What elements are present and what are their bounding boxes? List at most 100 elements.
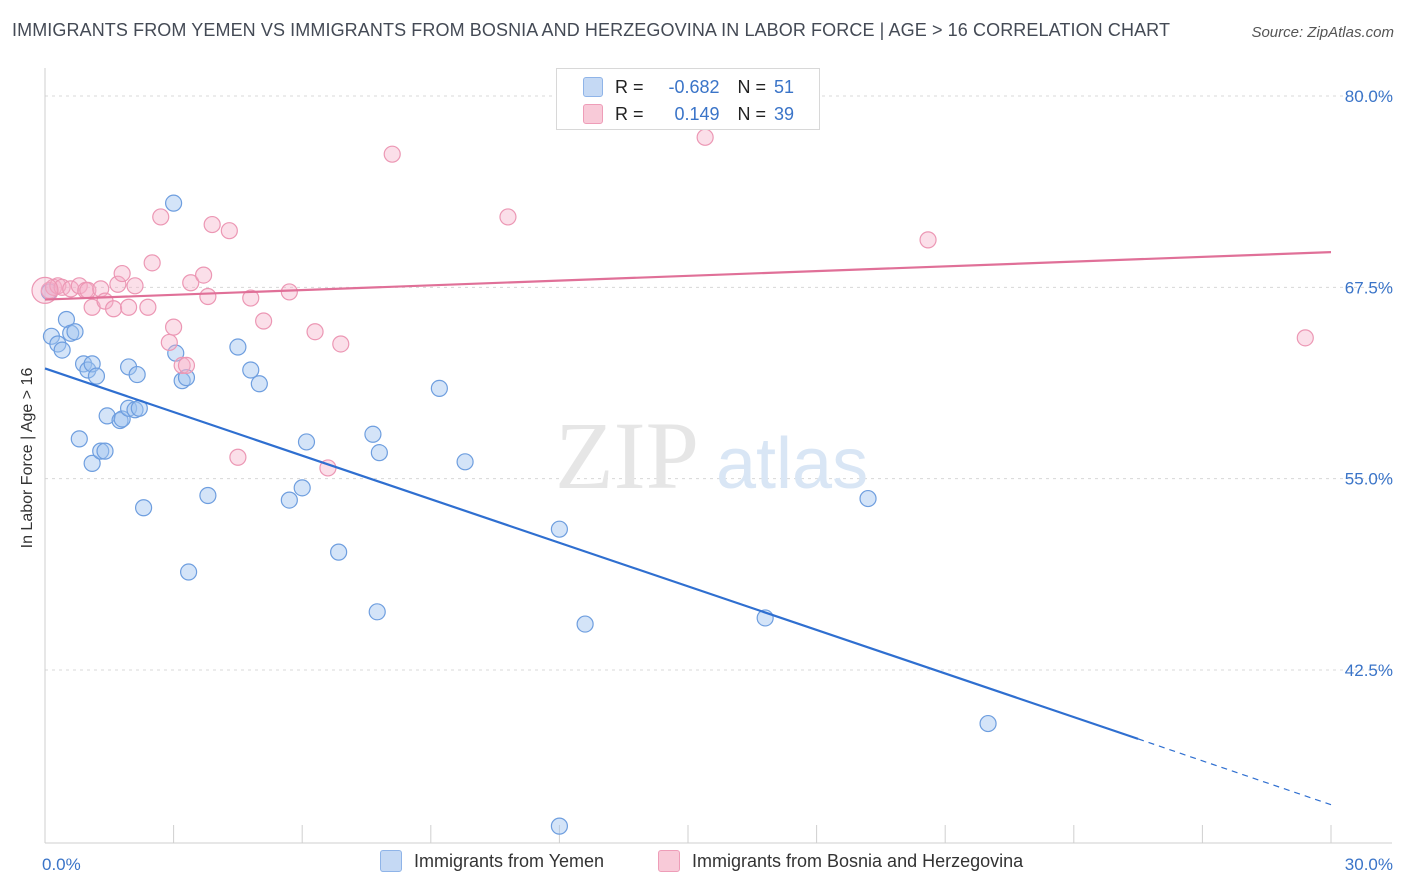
legend-n-label: N = [737,76,767,97]
yemen-point [113,410,131,428]
legend-r-label: R = [615,76,644,97]
yemen-point [330,543,348,561]
bosnia-point [203,215,221,234]
yemen-point [57,310,76,329]
bosnia-point [139,298,157,316]
legend-swatch-yemen [583,77,603,97]
watermark-atlas: atlas [716,424,868,504]
legend-row-bosnia: R = 0.149 N = 39 [557,100,794,128]
trend-line-bosnia [44,251,1332,301]
legend-n-label: N = [737,103,767,124]
bosnia-point [919,231,937,249]
bosnia-point [306,323,324,341]
yemen-point [242,361,260,379]
y-tick-label: 42.5% [1345,661,1393,680]
yemen-point [70,430,88,448]
yemen-point [280,491,298,509]
y-tick-labels: 42.5% 55.0% 67.5% 80.0% [1345,87,1393,680]
yemen-point [229,338,247,356]
y-tick-label: 80.0% [1345,87,1393,106]
yemen-point [550,520,569,538]
yemen-point [53,341,71,359]
bosnia-point [229,448,247,466]
legend-item-yemen[interactable]: Immigrants from Yemen [380,850,604,872]
yemen-point [550,817,569,835]
x-tick-label: 30.0% [1345,855,1393,874]
bosnia-point [332,335,350,353]
x-tick-labels: 0.0% 30.0% [42,855,1393,874]
yemen-point [456,453,474,471]
yemen-point [430,379,448,397]
bosnia-point [173,356,191,374]
yemen-point [250,375,268,393]
bosnia-point [126,277,144,295]
y-tick-label: 67.5% [1345,278,1393,297]
bosnia-point [165,318,183,336]
bosnia-point [109,275,127,293]
watermark-zip: ZIP [555,402,699,509]
x-tick-label: 0.0% [42,855,81,874]
bosnia-point [499,208,517,226]
watermark: ZIP atlas [555,402,868,509]
bosnia-point [182,274,200,292]
yemen-point [293,479,311,497]
yemen-point [83,454,101,472]
series-bosnia-points [31,128,1314,477]
trend-line-yemen [44,367,1139,740]
bosnia-point [119,298,138,316]
legend-n-value: 51 [774,76,795,97]
yemen-point [576,615,594,633]
yemen-point [368,603,386,621]
bosnia-point [280,283,298,301]
bosnia-point-cluster [31,276,59,304]
yemen-point [199,486,217,505]
bosnia-point [143,254,161,272]
yemen-point [87,367,106,385]
yemen-point [165,194,183,212]
legend-row-yemen: R = -0.682 N = 51 [557,73,794,101]
legend-r-label: R = [615,103,644,124]
chart-title: IMMIGRANTS FROM YEMEN VS IMMIGRANTS FROM… [12,20,1171,40]
series-yemen-points [40,194,997,835]
legend-r-value: 0.149 [674,103,720,124]
yemen-point [364,425,382,443]
yemen-point [128,365,146,384]
bosnia-point [152,208,170,226]
bosnia-point [242,289,260,307]
legend-swatch-yemen [380,850,402,872]
legend-n-value: 39 [774,103,795,124]
bosnia-point [160,333,178,352]
bosnia-point [195,266,213,284]
legend-swatch-bosnia [658,850,680,872]
series-legend: Immigrants from Yemen Immigrants from Bo… [0,850,1406,878]
bosnia-point [199,287,217,306]
bosnia-point [220,222,238,240]
gridlines [45,95,1392,671]
yemen-point [180,563,198,581]
legend-swatch-bosnia [583,104,603,124]
legend-label-yemen: Immigrants from Yemen [414,850,605,871]
bosnia-point [255,312,273,330]
yemen-point [370,444,388,462]
correlation-legend: R = -0.682 N = 51 R = 0.149 N = 39 [556,68,820,130]
yemen-point [979,714,997,733]
bosnia-point [113,264,131,283]
yemen-point [92,442,110,460]
bosnia-point [1296,329,1314,347]
bosnia-point [104,300,123,318]
yemen-point [859,489,877,508]
bosnia-point [696,128,714,146]
legend-item-bosnia[interactable]: Immigrants from Bosnia and Herzegovina [658,850,1023,872]
bosnia-point [177,356,196,374]
bosnia-point [383,145,401,163]
trend-line-yemen-extension [1137,738,1332,806]
legend-r-value: -0.682 [668,76,720,97]
trend-lines [44,251,1332,806]
source-label: Source: ZipAtlas.com [1251,24,1394,41]
legend-label-bosnia: Immigrants from Bosnia and Herzegovina [692,850,1024,871]
yemen-point [96,442,114,460]
y-tick-label: 55.0% [1345,470,1393,489]
yemen-point [134,499,153,517]
yemen-point [297,433,316,451]
